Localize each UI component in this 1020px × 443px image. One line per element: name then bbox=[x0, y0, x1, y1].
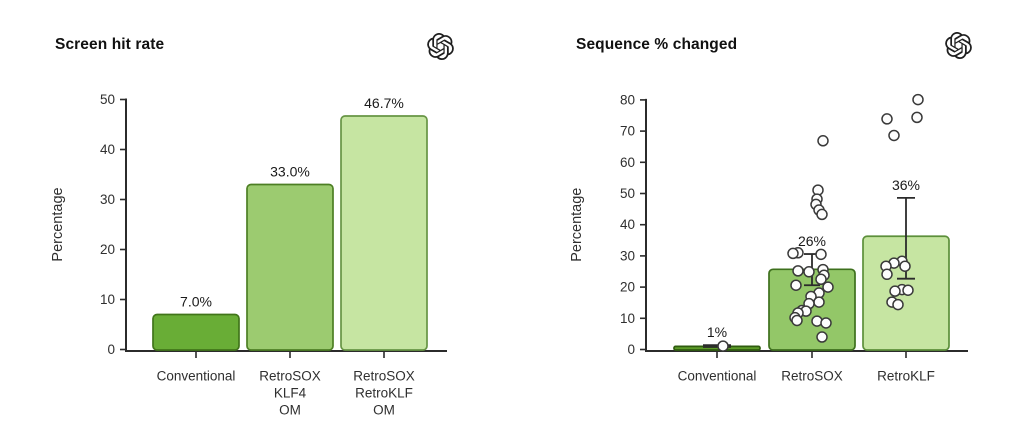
bar-value-label: 7.0% bbox=[180, 294, 212, 310]
y-axis-title: Percentage bbox=[50, 187, 66, 261]
data-point bbox=[790, 279, 802, 291]
bar-value-label: 26% bbox=[798, 233, 826, 249]
x-tick-label: Conventional bbox=[678, 369, 757, 384]
openai-logo-icon bbox=[427, 33, 454, 60]
x-tick-label: RetroKLF bbox=[355, 386, 413, 401]
plot-sequence-pct-changed: 0 10 20 30 40 50 60 70 80 Percentage 1% 26% 36% Conve… bbox=[569, 92, 968, 384]
y-tick-label: 30 bbox=[620, 248, 635, 263]
data-point bbox=[889, 285, 901, 297]
data-point bbox=[787, 247, 799, 260]
y-tick-label: 0 bbox=[107, 342, 115, 357]
chart-title: Screen hit rate bbox=[55, 36, 165, 53]
data-point bbox=[815, 248, 827, 261]
x-tick-label: OM bbox=[279, 403, 301, 418]
data-point bbox=[803, 266, 815, 278]
data-point bbox=[892, 298, 904, 311]
y-tick-label: 40 bbox=[620, 217, 635, 232]
bar-value-label: 36% bbox=[892, 177, 920, 193]
data-point bbox=[881, 268, 893, 281]
y-tick-label: 50 bbox=[620, 186, 635, 201]
y-tick-label: 50 bbox=[100, 92, 115, 107]
bar bbox=[246, 183, 334, 351]
data-point bbox=[911, 111, 923, 124]
data-point bbox=[912, 93, 924, 106]
data-point bbox=[815, 273, 827, 286]
x-tick-label: RetroSOX bbox=[353, 369, 415, 384]
data-point bbox=[881, 113, 893, 125]
y-tick-label: 40 bbox=[100, 142, 115, 157]
data-point bbox=[816, 331, 828, 343]
x-tick-label: RetroSOX bbox=[781, 369, 843, 384]
y-tick-label: 30 bbox=[100, 192, 115, 207]
y-tick-label: 80 bbox=[620, 92, 635, 107]
bar-value-label: 33.0% bbox=[270, 164, 310, 180]
data-point bbox=[817, 135, 829, 147]
chart-screen-hit-rate: Screen hit rate 0 10 20 30 40 50 Percentage 7.0… bbox=[50, 33, 454, 418]
data-point bbox=[822, 281, 834, 293]
chart-title: Sequence % changed bbox=[576, 36, 738, 53]
y-tick-label: 20 bbox=[620, 280, 635, 295]
bar-value-label: 46.7% bbox=[364, 95, 404, 111]
y-tick-label: 10 bbox=[100, 292, 115, 307]
openai-logo-icon bbox=[945, 32, 972, 59]
bar bbox=[340, 115, 428, 351]
x-tick-label: OM bbox=[373, 403, 395, 418]
bar-value-label: 1% bbox=[707, 324, 727, 340]
data-point bbox=[902, 284, 914, 296]
y-tick-label: 0 bbox=[627, 342, 635, 357]
data-point bbox=[717, 340, 729, 352]
y-tick-label: 60 bbox=[620, 155, 635, 170]
y-tick-label: 10 bbox=[620, 311, 635, 326]
x-tick-label: KLF4 bbox=[274, 386, 307, 401]
x-tick-label: Conventional bbox=[157, 369, 236, 384]
data-point bbox=[816, 208, 828, 221]
bar bbox=[152, 313, 240, 351]
data-point bbox=[888, 129, 900, 142]
data-point bbox=[899, 260, 911, 272]
data-point bbox=[813, 296, 825, 308]
data-point bbox=[791, 314, 803, 327]
y-tick-label: 20 bbox=[100, 242, 115, 257]
plot-screen-hit-rate: 0 10 20 30 40 50 Percentage 7.0% 33.0% 46.7% Conve… bbox=[50, 92, 447, 418]
y-tick-label: 70 bbox=[620, 124, 635, 139]
y-axis-title: Percentage bbox=[569, 188, 585, 262]
x-tick-label: RetroKLF bbox=[877, 369, 935, 384]
data-point bbox=[820, 317, 832, 329]
x-tick-label: RetroSOX bbox=[259, 369, 321, 384]
data-point bbox=[792, 265, 804, 277]
chart-sequence-pct-changed: Sequence % changed 0 10 20 30 40 50 60 70 80 Perc… bbox=[510, 0, 1020, 443]
